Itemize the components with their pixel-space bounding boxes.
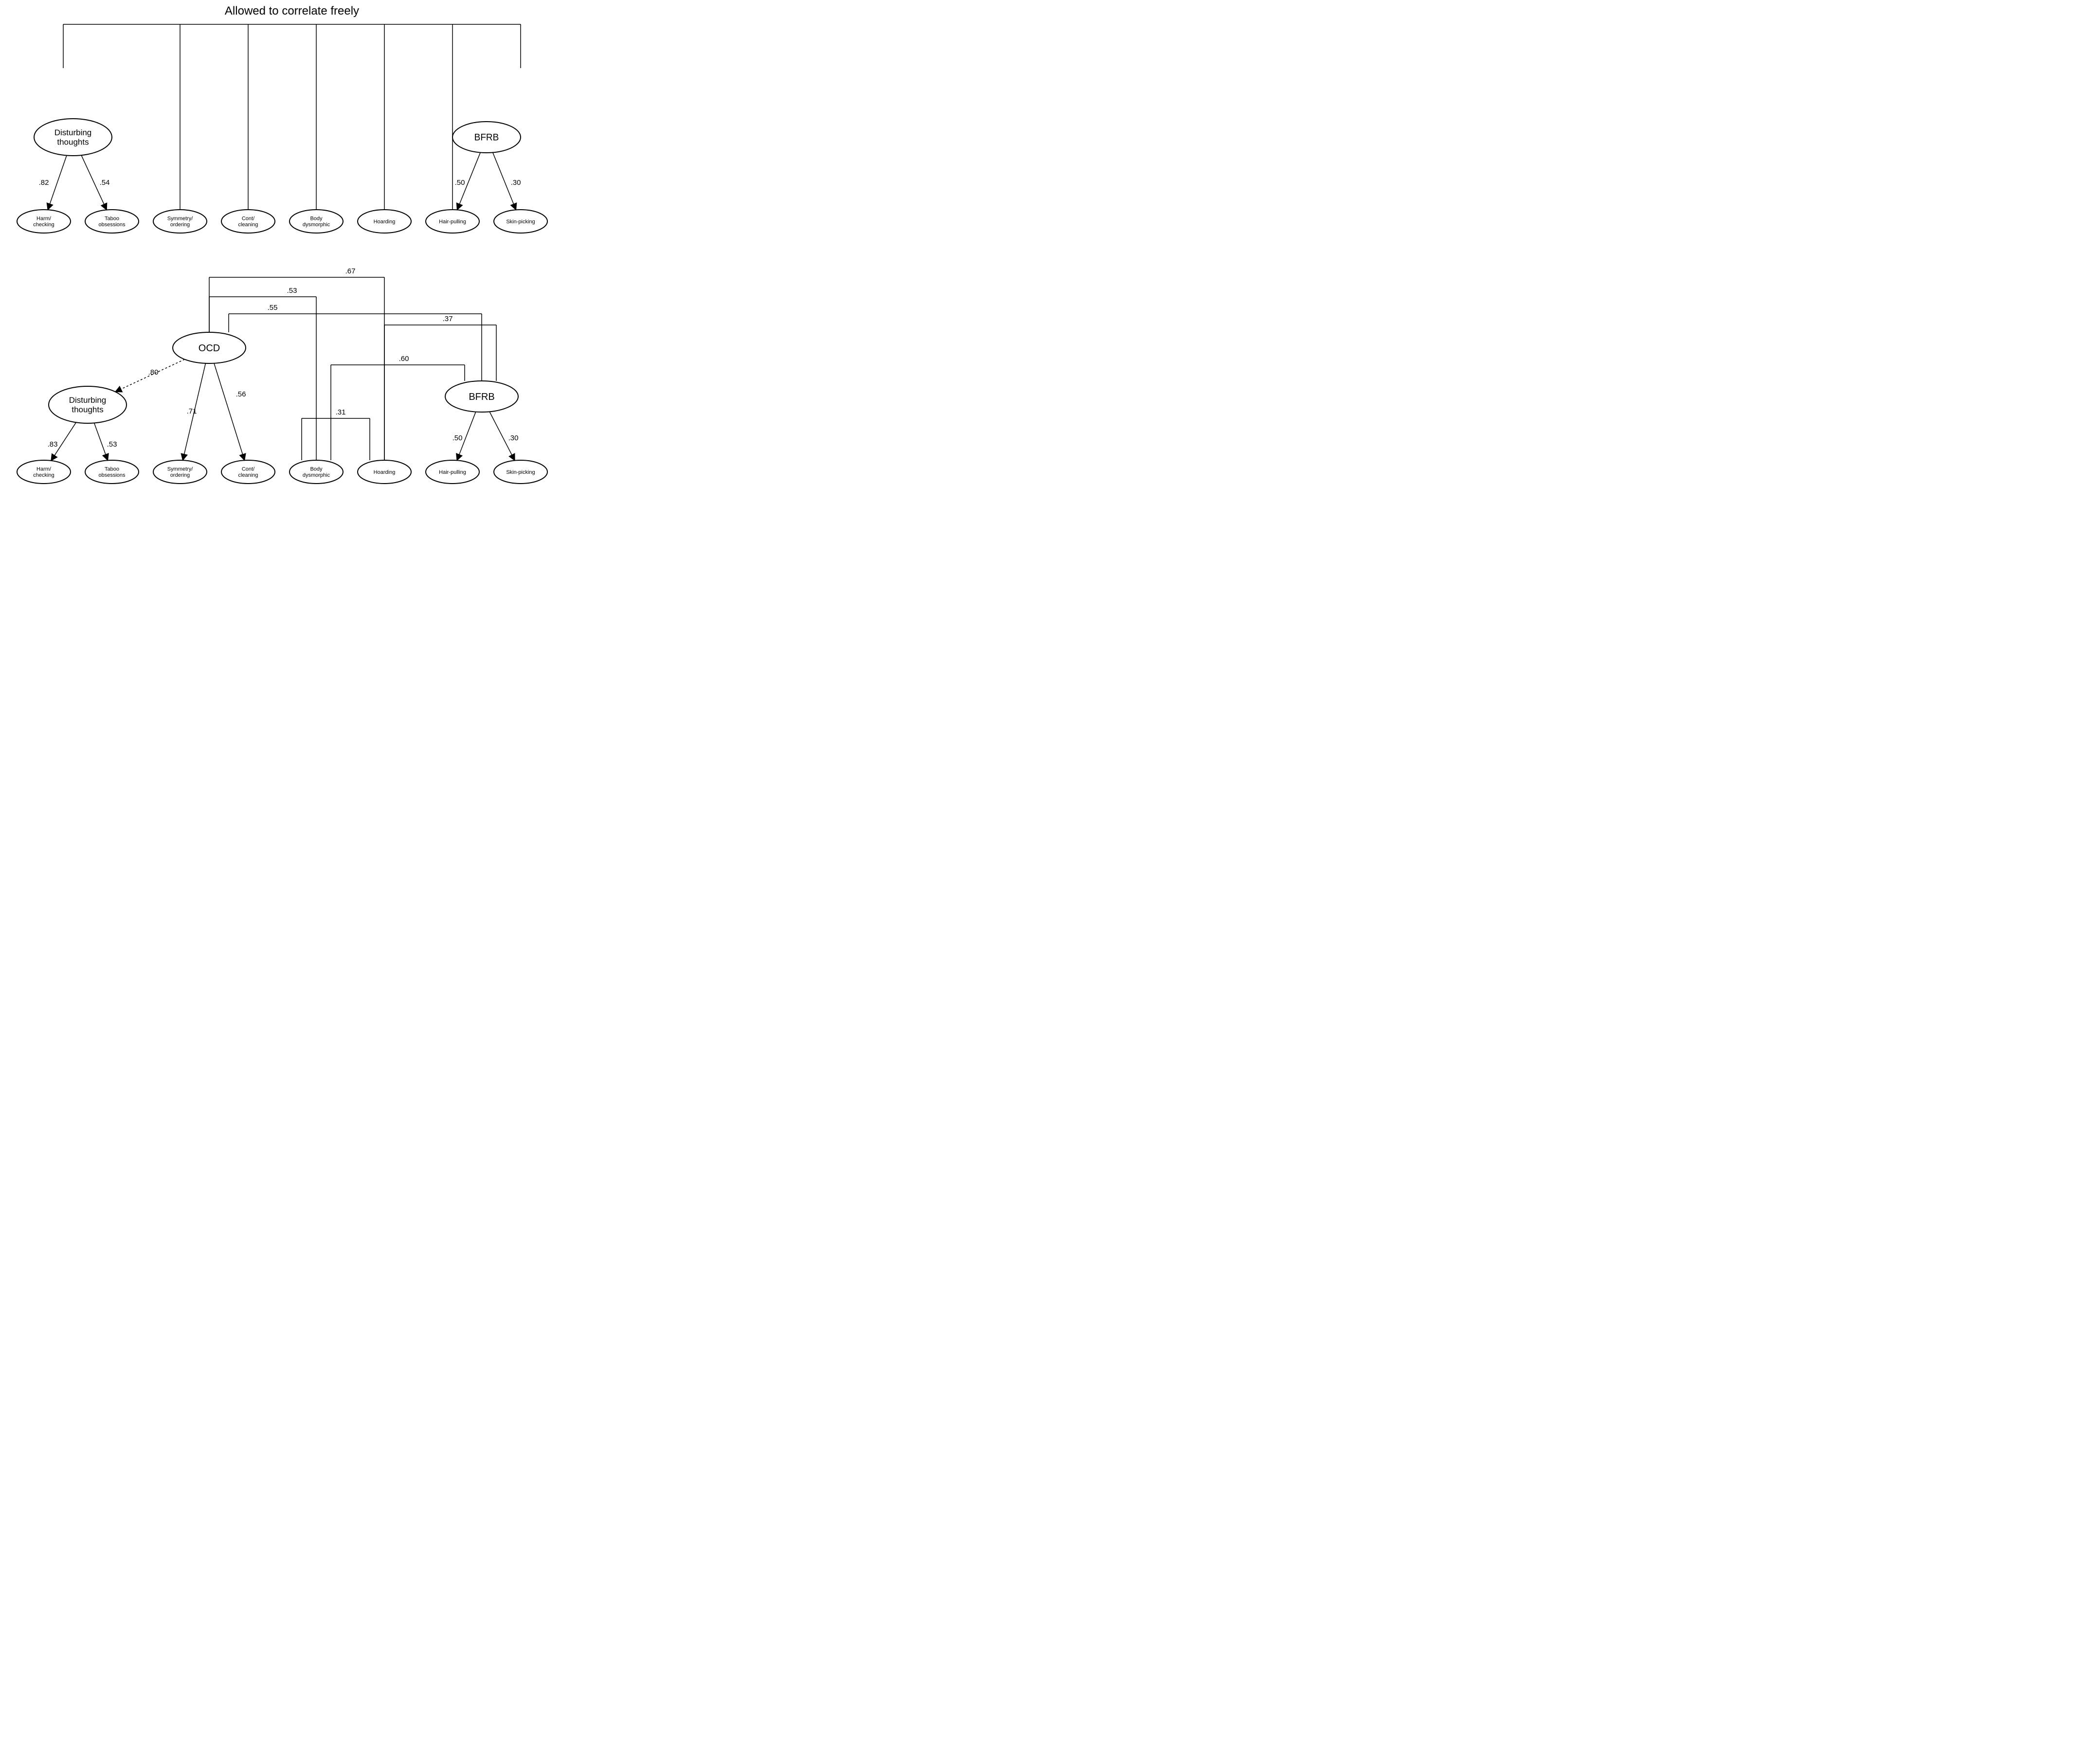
- latent-bfrb: BFRB: [445, 381, 518, 412]
- svg-text:.71: .71: [187, 407, 197, 415]
- svg-text:.54: .54: [100, 179, 110, 187]
- svg-text:.55: .55: [268, 304, 278, 312]
- svg-text:Cont/: Cont/: [242, 467, 255, 472]
- corr-5: .31: [302, 408, 370, 460]
- loading-disturbing-harm: [48, 155, 67, 210]
- svg-text:.53: .53: [287, 287, 297, 295]
- svg-text:.30: .30: [508, 434, 519, 442]
- loading-disturbing-taboo: [94, 423, 108, 460]
- indicator-hoard: Hoarding: [358, 210, 411, 233]
- indicator-symm: Symmetry/ordering: [153, 460, 207, 484]
- latent-bfrb: BFRB: [453, 122, 521, 153]
- svg-text:BFRB: BFRB: [469, 392, 494, 402]
- svg-text:ordering: ordering: [170, 472, 190, 478]
- indicator-harm: Harm/checking: [17, 210, 71, 233]
- svg-text:Taboo: Taboo: [105, 467, 119, 472]
- svg-text:.50: .50: [453, 434, 463, 442]
- svg-text:Body: Body: [310, 467, 323, 472]
- indicator-harm: Harm/checking: [17, 460, 71, 484]
- svg-text:.56: .56: [236, 390, 246, 398]
- svg-text:checking: checking: [33, 222, 54, 228]
- indicator-taboo: Tabooobsessions: [85, 210, 139, 233]
- indicator-taboo: Tabooobsessions: [85, 460, 139, 484]
- svg-text:checking: checking: [33, 472, 54, 478]
- indicator-body: Bodydysmorphic: [290, 460, 343, 484]
- svg-text:Hair-pulling: Hair-pulling: [439, 469, 466, 475]
- svg-text:Taboo: Taboo: [105, 216, 119, 222]
- svg-text:.82: .82: [39, 179, 49, 187]
- svg-text:cleaning: cleaning: [238, 472, 258, 478]
- svg-text:Disturbing: Disturbing: [54, 128, 92, 137]
- svg-text:Harm/: Harm/: [36, 216, 52, 222]
- svg-text:Hoarding: Hoarding: [374, 219, 396, 225]
- svg-text:cleaning: cleaning: [238, 222, 258, 228]
- corr-3: .60: [331, 355, 465, 460]
- svg-text:.31: .31: [336, 408, 346, 416]
- svg-text:obsessions: obsessions: [98, 222, 126, 228]
- indicator-hair: Hair-pulling: [426, 210, 479, 233]
- svg-text:Skin-picking: Skin-picking: [506, 469, 535, 475]
- svg-text:Disturbing: Disturbing: [69, 396, 107, 405]
- indicator-hair: Hair-pulling: [426, 460, 479, 484]
- indicator-cont: Cont/cleaning: [221, 460, 275, 484]
- panel-top: Disturbingthoughts BFRB Harm/checking Taboo…: [17, 24, 547, 233]
- svg-text:thoughts: thoughts: [57, 138, 89, 147]
- diagram-title: Allowed to correlate freely: [225, 4, 359, 18]
- svg-text:thoughts: thoughts: [72, 405, 103, 414]
- latent-disturbing: Disturbingthoughts: [34, 119, 112, 156]
- svg-text:Harm/: Harm/: [36, 467, 52, 472]
- svg-text:.50: .50: [455, 179, 465, 187]
- svg-text:dysmorphic: dysmorphic: [303, 222, 330, 228]
- indicator-skin: Skin-picking: [494, 210, 547, 233]
- latent-ocd: OCD: [173, 332, 246, 363]
- svg-text:OCD: OCD: [199, 343, 220, 354]
- svg-text:Skin-picking: Skin-picking: [506, 219, 535, 225]
- svg-text:Hair-pulling: Hair-pulling: [439, 219, 466, 225]
- svg-text:.67: .67: [345, 267, 356, 275]
- svg-text:Body: Body: [310, 216, 323, 222]
- svg-text:obsessions: obsessions: [98, 472, 126, 478]
- latent-disturbing: Disturbingthoughts: [49, 386, 127, 423]
- svg-text:dysmorphic: dysmorphic: [303, 472, 330, 478]
- corr-4: .37: [384, 315, 496, 460]
- svg-text:.80: .80: [148, 368, 159, 377]
- svg-text:.37: .37: [443, 315, 453, 323]
- svg-text:.30: .30: [511, 179, 521, 187]
- svg-text:.60: .60: [399, 355, 409, 363]
- indicator-symm: Symmetry/ordering: [153, 210, 207, 233]
- panel-bottom: Disturbingthoughts OCD BFRB Harm/checking Ta…: [17, 267, 547, 484]
- loading-ocd-cont: [214, 363, 245, 461]
- indicator-body: Bodydysmorphic: [290, 210, 343, 233]
- indicator-hoard: Hoarding: [358, 460, 411, 484]
- svg-text:ordering: ordering: [170, 222, 190, 228]
- svg-text:Cont/: Cont/: [242, 216, 255, 222]
- svg-text:.83: .83: [48, 440, 58, 449]
- indicator-skin: Skin-picking: [494, 460, 547, 484]
- svg-text:.53: .53: [107, 440, 117, 449]
- indicator-cont: Cont/cleaning: [221, 210, 275, 233]
- corr-1: .53: [209, 287, 316, 460]
- sem-diagram: Allowed to correlate freelyDisturbingtho…: [0, 0, 584, 486]
- svg-text:Symmetry/: Symmetry/: [167, 467, 194, 472]
- svg-text:Symmetry/: Symmetry/: [167, 216, 194, 222]
- svg-text:Hoarding: Hoarding: [374, 469, 396, 475]
- svg-text:BFRB: BFRB: [474, 133, 499, 143]
